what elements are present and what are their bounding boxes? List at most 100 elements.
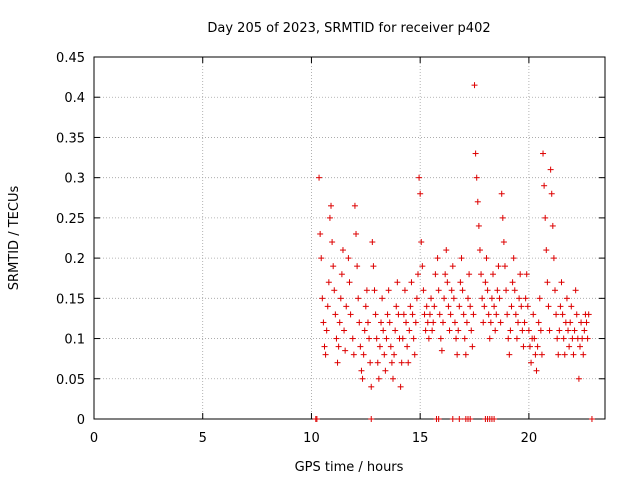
data-point bbox=[471, 82, 478, 89]
data-point bbox=[371, 287, 378, 294]
data-point bbox=[325, 279, 332, 286]
data-point bbox=[389, 375, 396, 382]
data-point bbox=[534, 343, 541, 350]
data-point bbox=[411, 351, 418, 358]
data-point bbox=[463, 319, 470, 326]
data-point bbox=[579, 335, 586, 342]
data-point bbox=[430, 319, 437, 326]
data-point bbox=[392, 327, 399, 334]
data-point bbox=[538, 351, 545, 358]
data-point bbox=[364, 319, 371, 326]
data-point bbox=[447, 311, 454, 318]
data-point bbox=[478, 271, 485, 278]
data-point bbox=[572, 287, 579, 294]
data-point bbox=[367, 359, 374, 366]
data-point bbox=[429, 327, 436, 334]
x-tick-label: 10 bbox=[303, 431, 320, 446]
data-point bbox=[316, 174, 323, 181]
data-point bbox=[448, 287, 455, 294]
data-point bbox=[512, 311, 519, 318]
data-point bbox=[441, 295, 448, 302]
y-tick-label: 0.1 bbox=[64, 333, 85, 348]
data-point bbox=[511, 287, 518, 294]
data-point bbox=[541, 182, 548, 189]
data-point bbox=[519, 327, 526, 334]
data-point bbox=[435, 287, 442, 294]
data-point bbox=[385, 287, 392, 294]
data-point bbox=[373, 335, 380, 342]
data-point bbox=[569, 335, 576, 342]
data-point bbox=[354, 263, 361, 270]
data-point bbox=[485, 311, 492, 318]
data-point bbox=[531, 335, 538, 342]
data-point bbox=[313, 416, 320, 422]
data-point bbox=[366, 335, 373, 342]
y-tick-label: 0.2 bbox=[64, 252, 85, 267]
data-point bbox=[449, 263, 456, 270]
data-point bbox=[375, 375, 382, 382]
y-tick-label: 0.25 bbox=[56, 212, 85, 227]
data-point bbox=[475, 222, 482, 229]
data-point bbox=[551, 287, 558, 294]
data-point bbox=[425, 335, 432, 342]
data-point bbox=[493, 311, 500, 318]
data-point bbox=[476, 247, 483, 254]
data-point bbox=[330, 263, 337, 270]
data-point bbox=[386, 319, 393, 326]
data-point bbox=[524, 303, 531, 310]
data-point bbox=[568, 303, 575, 310]
data-point bbox=[518, 303, 525, 310]
data-point bbox=[521, 319, 528, 326]
data-point bbox=[520, 343, 527, 350]
data-point bbox=[345, 255, 352, 262]
data-point bbox=[322, 351, 329, 358]
data-point bbox=[426, 311, 433, 318]
data-point bbox=[407, 303, 414, 310]
data-point bbox=[414, 271, 421, 278]
x-tick-label: 15 bbox=[412, 431, 429, 446]
data-point bbox=[356, 319, 363, 326]
data-point bbox=[332, 311, 339, 318]
data-point bbox=[554, 335, 561, 342]
data-point bbox=[588, 416, 595, 422]
data-point bbox=[583, 319, 590, 326]
data-point bbox=[437, 335, 444, 342]
data-point bbox=[570, 351, 577, 358]
data-point bbox=[346, 279, 353, 286]
data-point bbox=[501, 263, 508, 270]
data-point bbox=[422, 327, 429, 334]
data-point bbox=[460, 311, 467, 318]
data-point bbox=[398, 359, 405, 366]
data-point bbox=[435, 416, 442, 422]
data-point bbox=[343, 303, 350, 310]
data-point bbox=[496, 295, 503, 302]
data-point bbox=[547, 166, 554, 173]
data-point bbox=[581, 327, 588, 334]
data-point bbox=[409, 311, 416, 318]
data-point bbox=[423, 303, 430, 310]
data-point bbox=[571, 327, 578, 334]
data-point bbox=[468, 327, 475, 334]
data-point bbox=[381, 351, 388, 358]
data-point bbox=[416, 174, 423, 181]
data-point bbox=[355, 295, 362, 302]
y-tick-label: 0 bbox=[77, 413, 85, 428]
data-point bbox=[380, 327, 387, 334]
data-point bbox=[397, 383, 404, 390]
data-points bbox=[312, 82, 595, 422]
data-point bbox=[522, 295, 529, 302]
data-point bbox=[358, 367, 365, 374]
data-point bbox=[575, 375, 582, 382]
data-point bbox=[513, 335, 520, 342]
data-point bbox=[457, 279, 464, 286]
x-tick-label: 5 bbox=[199, 431, 207, 446]
data-point bbox=[472, 150, 479, 157]
data-point bbox=[491, 303, 498, 310]
data-point bbox=[388, 359, 395, 366]
data-point bbox=[483, 255, 490, 262]
data-point bbox=[454, 351, 461, 358]
data-point bbox=[378, 319, 385, 326]
data-point bbox=[368, 416, 375, 422]
data-point bbox=[505, 335, 512, 342]
